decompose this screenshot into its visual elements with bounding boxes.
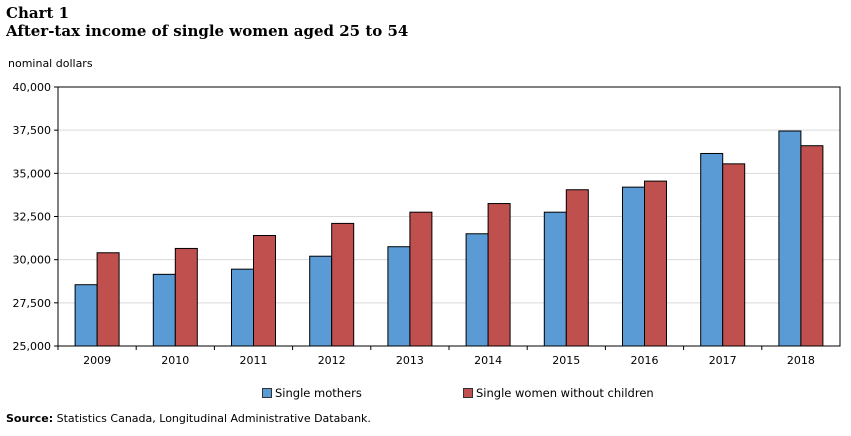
source-text: Statistics Canada, Longitudinal Administ…	[56, 412, 371, 425]
x-tick-label: 2013	[396, 354, 424, 367]
bar-single-women-without-children-2010	[174, 247, 198, 347]
x-tick-label: 2014	[474, 354, 502, 367]
legend-label-single-women-without-children: Single women without children	[476, 386, 654, 400]
bar-single-women-without-children-2018	[800, 145, 824, 347]
legend-item-single-women-without-children: Single women without children	[463, 386, 654, 400]
bar-single-mothers-2017	[700, 152, 724, 347]
x-tick-label: 2012	[318, 354, 346, 367]
bar-single-mothers-2016	[622, 186, 645, 347]
x-tick-label: 2015	[552, 354, 580, 367]
bar-single-women-without-children-2013	[409, 211, 433, 347]
y-tick-label: 32,500	[13, 211, 52, 224]
y-tick-label: 35,000	[13, 167, 52, 180]
x-tick-label: 2017	[709, 354, 737, 367]
x-tick-label: 2009	[83, 354, 111, 367]
x-tick-label: 2018	[787, 354, 815, 367]
legend-swatch-single-women-without-children	[463, 388, 473, 398]
source-note: Source: Statistics Canada, Longitudinal …	[6, 412, 371, 425]
bar-single-mothers-2012	[309, 255, 333, 347]
bar-single-women-without-children-2016	[644, 180, 667, 347]
chart-label: Chart 1	[6, 4, 70, 22]
y-axis-unit-label: nominal dollars	[8, 57, 93, 70]
y-tick-label: 37,500	[13, 124, 52, 137]
x-tick-label: 2011	[240, 354, 268, 367]
bar-single-mothers-2011	[231, 268, 254, 347]
bar-single-mothers-2014	[465, 233, 489, 347]
y-tick-label: 27,500	[13, 297, 52, 310]
y-tick-label: 40,000	[13, 81, 52, 94]
bar-single-mothers-2018	[778, 130, 802, 347]
y-tick-label: 25,000	[13, 340, 52, 353]
y-tick-label: 30,000	[13, 254, 52, 267]
bar-single-mothers-2009	[74, 284, 98, 347]
bar-single-women-without-children-2009	[96, 252, 120, 347]
x-tick-label: 2010	[161, 354, 189, 367]
legend-swatch-single-mothers	[262, 388, 272, 398]
bar-single-women-without-children-2011	[253, 234, 276, 347]
legend-label-single-mothers: Single mothers	[275, 386, 362, 400]
bar-single-mothers-2015	[543, 211, 567, 347]
bar-single-women-without-children-2017	[722, 163, 746, 347]
source-label: Source:	[6, 412, 54, 425]
bar-single-mothers-2010	[152, 273, 176, 347]
legend-item-single-mothers: Single mothers	[262, 386, 362, 400]
bar-single-mothers-2013	[387, 246, 411, 347]
chart-title: After-tax income of single women aged 25…	[6, 22, 409, 40]
bar-single-women-without-children-2015	[565, 189, 589, 347]
bar-single-women-without-children-2014	[487, 203, 511, 347]
x-tick-label: 2016	[631, 354, 659, 367]
plot-frame	[57, 86, 841, 347]
bar-single-women-without-children-2012	[331, 222, 355, 347]
